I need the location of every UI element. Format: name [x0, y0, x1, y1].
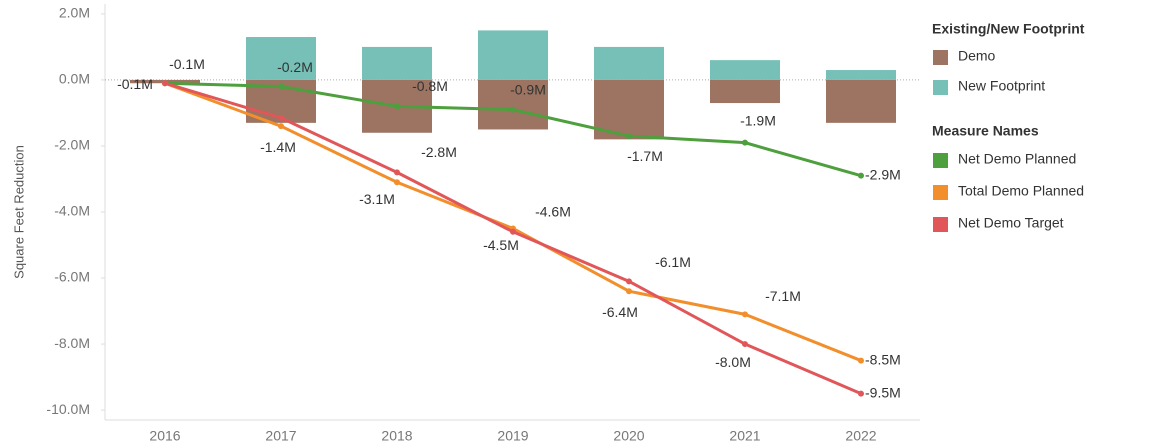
data-label: -6.4M	[602, 304, 638, 320]
legend-label: Total Demo Planned	[958, 183, 1084, 199]
marker	[394, 179, 400, 186]
data-label: -1.7M	[627, 148, 663, 164]
x-tick-label: 2021	[729, 428, 760, 444]
bar	[594, 46, 664, 80]
y-axis-label: Square Feet Reduction	[11, 145, 26, 279]
legend-title: Existing/New Footprint	[932, 21, 1085, 37]
legend-swatch	[933, 185, 948, 200]
bar	[246, 37, 316, 80]
data-label: -9.5M	[865, 384, 901, 400]
legend-title: Measure Names	[932, 123, 1039, 139]
marker	[742, 341, 748, 348]
x-tick-label: 2022	[845, 428, 876, 444]
data-label: -2.8M	[421, 144, 457, 160]
marker	[742, 311, 748, 318]
bar	[710, 79, 780, 104]
data-label: -0.2M	[277, 59, 313, 75]
data-label: -2.9M	[865, 166, 901, 182]
legend-label: New Footprint	[958, 78, 1045, 94]
data-label: -4.6M	[535, 204, 571, 220]
legend-swatch	[933, 153, 948, 168]
marker	[626, 288, 632, 295]
y-tick-label: 0.0M	[59, 71, 90, 87]
bar	[478, 79, 548, 130]
data-label: -8.0M	[715, 354, 751, 370]
marker	[394, 169, 400, 176]
marker	[510, 228, 516, 235]
y-tick-label: -4.0M	[54, 203, 90, 219]
x-tick-label: 2018	[381, 428, 412, 444]
x-tick-label: 2019	[497, 428, 528, 444]
data-label: -0.9M	[510, 81, 546, 97]
bar	[362, 46, 432, 80]
data-label: -6.1M	[655, 254, 691, 270]
y-tick-label: -8.0M	[54, 335, 90, 351]
marker	[626, 278, 632, 285]
bar	[826, 70, 896, 80]
data-label: -1.9M	[740, 112, 776, 128]
bar	[710, 60, 780, 80]
marker	[626, 133, 632, 140]
marker	[510, 106, 516, 113]
legend-swatch	[933, 80, 948, 95]
x-tick-label: 2017	[265, 428, 296, 444]
legend-swatch	[933, 50, 948, 65]
data-label: -1.4M	[260, 139, 296, 155]
marker	[162, 80, 168, 87]
marker	[278, 123, 284, 130]
legend-label: Net Demo Target	[958, 215, 1064, 231]
y-tick-label: -6.0M	[54, 269, 90, 285]
legend-swatch	[933, 217, 948, 232]
y-tick-label: -2.0M	[54, 137, 90, 153]
marker	[858, 390, 864, 397]
marker	[278, 83, 284, 90]
x-tick-label: 2016	[149, 428, 180, 444]
y-tick-label: -10.0M	[46, 401, 90, 417]
data-label: -3.1M	[359, 191, 395, 207]
x-tick-label: 2020	[613, 428, 644, 444]
bar	[826, 79, 896, 123]
legend-label: Demo	[958, 48, 996, 64]
data-label: -0.1M	[117, 76, 153, 92]
marker	[858, 172, 864, 179]
marker	[278, 114, 284, 121]
data-label: -4.5M	[483, 237, 519, 253]
bar	[478, 30, 548, 80]
data-label: -7.1M	[765, 288, 801, 304]
y-tick-label: 2.0M	[59, 5, 90, 21]
data-label: -0.8M	[412, 78, 448, 94]
legend-label: Net Demo Planned	[958, 151, 1076, 167]
marker	[394, 103, 400, 110]
marker	[742, 139, 748, 146]
data-label: -8.5M	[865, 351, 901, 367]
marker	[858, 357, 864, 364]
data-label: -0.1M	[169, 56, 205, 72]
